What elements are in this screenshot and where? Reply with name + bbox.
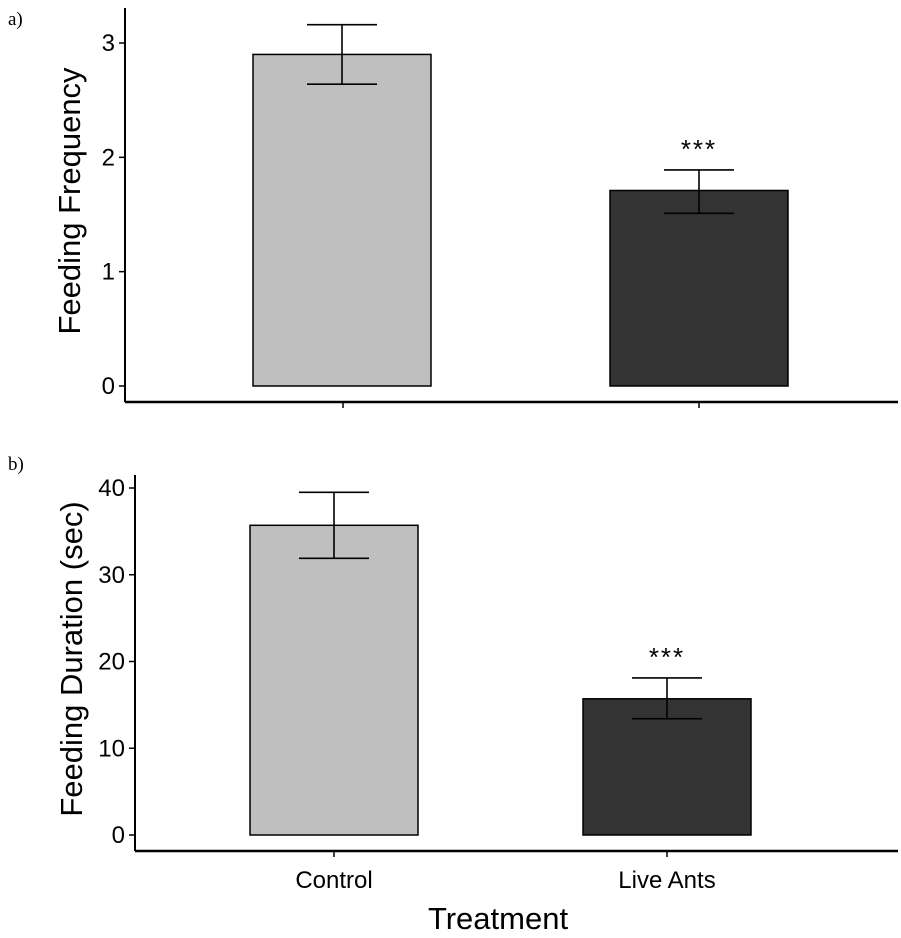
x-tick-label: Live Ants [618,867,715,894]
y-tick-label: 20 [98,649,125,676]
y-tick-label: 2 [102,144,115,171]
bar-live-ants [609,189,789,387]
bar-control [252,53,432,387]
y-axis-title: Feeding Duration (sec) [54,501,89,816]
panel-label: b) [8,454,24,475]
y-tick-label: 0 [112,822,125,849]
error-bar [632,677,702,720]
chart-panel-2: b) *** 0 10 20 30 40 Control Live Ants Feeding Du… [8,454,898,936]
x-tick-label: Control [295,867,372,894]
y-axis-title: Feeding Frequency [52,67,87,335]
y-tick-label: 0 [102,373,115,400]
y-tick-label: 1 [102,259,115,286]
bar-control [249,524,419,836]
error-bar [664,169,734,215]
y-tick-label: 3 [102,30,115,57]
error-bar [299,491,369,560]
y-tick-label: 30 [98,562,125,589]
significance-marker: *** [649,642,685,672]
significance-marker: *** [681,134,717,164]
panel-label: a) [8,9,23,30]
y-tick-label: 40 [98,475,125,502]
chart-panel-1: a) *** 0 1 2 3 Feeding Frequency [8,8,898,408]
y-tick-label: 10 [98,735,125,762]
x-axis-title: Treatment [428,901,569,936]
error-bar [307,23,377,85]
bar-live-ants [582,698,752,836]
